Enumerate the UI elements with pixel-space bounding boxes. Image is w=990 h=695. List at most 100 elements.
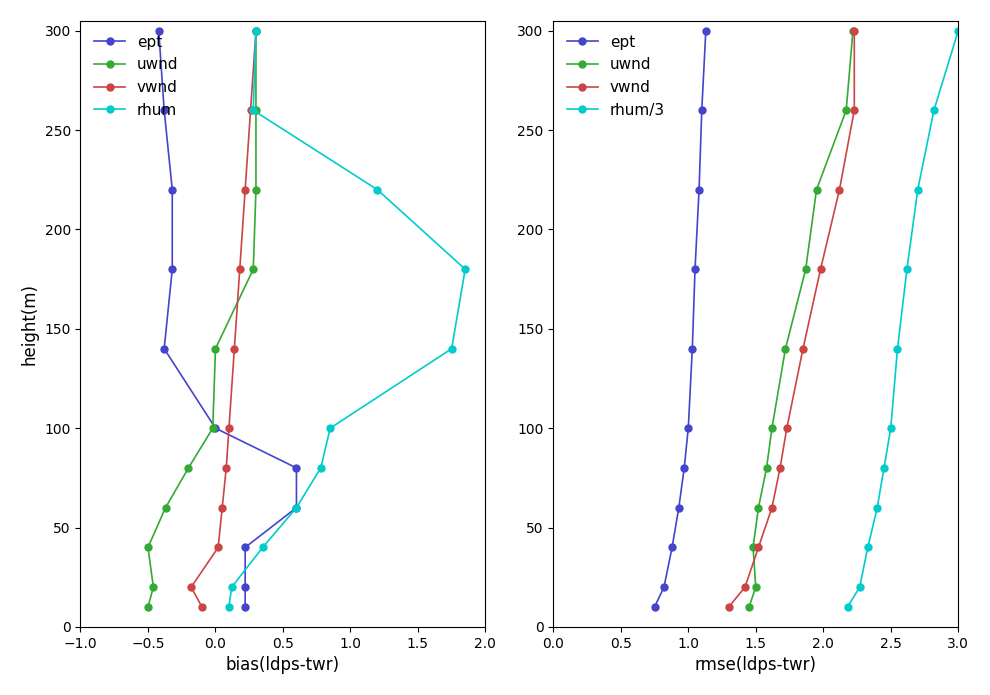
ept (648, 603, 660, 611)
ept (682, 424, 694, 432)
uwnd (142, 603, 153, 611)
ept (158, 345, 170, 353)
uwnd (182, 464, 194, 472)
rhum/3 (871, 503, 883, 512)
rhum (371, 186, 383, 194)
Line: uwnd: uwnd (145, 27, 259, 610)
vwnd (848, 106, 860, 115)
rhum (223, 603, 235, 611)
rhum/3 (878, 464, 890, 472)
vwnd (216, 503, 228, 512)
vwnd (797, 345, 809, 353)
ept (166, 186, 178, 194)
ept (658, 583, 670, 591)
uwnd (841, 106, 852, 115)
uwnd (248, 265, 259, 273)
rhum/3 (912, 186, 924, 194)
rhum (325, 424, 337, 432)
ept (696, 106, 708, 115)
uwnd (743, 603, 755, 611)
rhum/3 (842, 603, 853, 611)
vwnd (774, 464, 786, 472)
rhum (248, 106, 259, 115)
vwnd (234, 265, 246, 273)
Line: uwnd: uwnd (745, 27, 856, 610)
ept (240, 583, 251, 591)
Legend: ept, uwnd, vwnd, rhum/3: ept, uwnd, vwnd, rhum/3 (561, 28, 671, 124)
vwnd (723, 603, 735, 611)
ept (673, 503, 685, 512)
vwnd (185, 583, 197, 591)
vwnd (223, 424, 235, 432)
vwnd (245, 106, 256, 115)
rhum/3 (952, 26, 964, 35)
uwnd (250, 106, 262, 115)
ept (240, 543, 251, 552)
rhum/3 (853, 583, 865, 591)
ept (166, 265, 178, 273)
rhum/3 (892, 345, 904, 353)
ept (240, 603, 251, 611)
ept (666, 543, 678, 552)
uwnd (766, 424, 778, 432)
uwnd (800, 265, 812, 273)
ept (210, 424, 222, 432)
vwnd (739, 583, 750, 591)
ept (152, 26, 164, 35)
vwnd (815, 265, 827, 273)
uwnd (159, 503, 171, 512)
ept (689, 265, 701, 273)
X-axis label: bias(ldps-twr): bias(ldps-twr) (226, 656, 340, 674)
rhum (290, 503, 302, 512)
uwnd (142, 543, 153, 552)
Line: rhum: rhum (226, 27, 468, 610)
rhum/3 (928, 106, 940, 115)
uwnd (148, 583, 159, 591)
rhum/3 (901, 265, 913, 273)
ept (158, 106, 170, 115)
uwnd (752, 503, 764, 512)
vwnd (221, 464, 233, 472)
ept (700, 26, 712, 35)
vwnd (212, 543, 224, 552)
rhum (256, 543, 268, 552)
uwnd (760, 464, 772, 472)
Y-axis label: height(m): height(m) (21, 283, 39, 365)
vwnd (240, 186, 251, 194)
vwnd (752, 543, 764, 552)
vwnd (781, 424, 793, 432)
ept (678, 464, 690, 472)
vwnd (250, 26, 262, 35)
uwnd (250, 26, 262, 35)
rhum (250, 26, 262, 35)
X-axis label: rmse(ldps-twr): rmse(ldps-twr) (695, 656, 817, 674)
vwnd (848, 26, 860, 35)
Line: rhum/3: rhum/3 (844, 27, 961, 610)
rhum (446, 345, 457, 353)
Line: ept: ept (651, 27, 709, 610)
rhum (459, 265, 471, 273)
Line: vwnd: vwnd (188, 27, 259, 610)
rhum (226, 583, 238, 591)
ept (290, 464, 302, 472)
vwnd (229, 345, 241, 353)
uwnd (749, 583, 761, 591)
uwnd (207, 424, 219, 432)
Line: vwnd: vwnd (726, 27, 857, 610)
uwnd (847, 26, 859, 35)
uwnd (779, 345, 791, 353)
rhum/3 (885, 424, 897, 432)
Line: ept: ept (155, 27, 300, 610)
vwnd (196, 603, 208, 611)
uwnd (747, 543, 759, 552)
vwnd (766, 503, 778, 512)
uwnd (811, 186, 823, 194)
ept (686, 345, 698, 353)
uwnd (210, 345, 222, 353)
Legend: ept, uwnd, vwnd, rhum: ept, uwnd, vwnd, rhum (88, 28, 184, 124)
ept (693, 186, 705, 194)
rhum/3 (862, 543, 874, 552)
ept (290, 503, 302, 512)
rhum (315, 464, 327, 472)
vwnd (834, 186, 845, 194)
